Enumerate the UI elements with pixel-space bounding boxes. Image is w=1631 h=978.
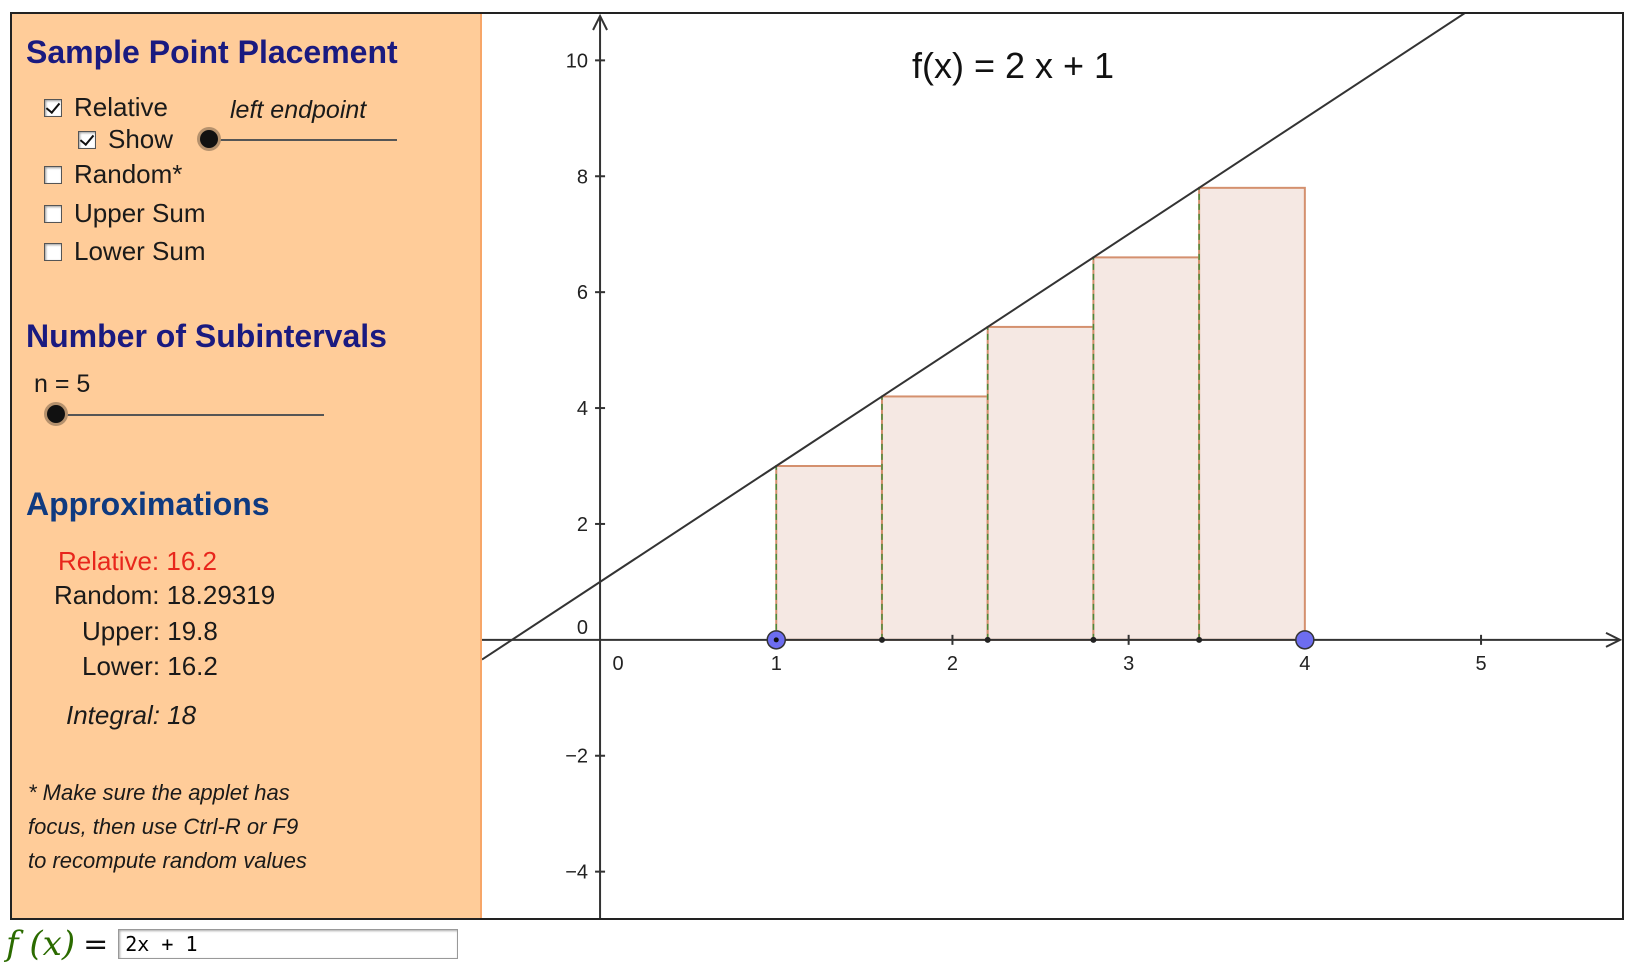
- partition-point: [1090, 636, 1097, 643]
- y-tick-label: 0: [577, 617, 588, 639]
- y-tick-label: −4: [565, 862, 588, 884]
- function-graph: [482, 14, 1466, 661]
- x-tick-label: 1: [771, 653, 782, 675]
- integral-value: Integral: 18: [66, 700, 197, 730]
- applet[interactable]: Sample Point Placement Relative Show lef…: [10, 12, 1624, 920]
- function-name-label: f (x): [6, 924, 75, 964]
- upper-sum-checkbox[interactable]: [44, 204, 62, 223]
- function-name-f: f: [6, 924, 19, 964]
- y-tick-label: 2: [577, 514, 588, 536]
- show-checkbox[interactable]: [78, 130, 96, 149]
- graphics-view[interactable]: 0 1 2 3 4 5 −4 −2 0 2 4 6 8 10 f(x) = 2 x + 1: [482, 14, 1622, 918]
- show-label: Show: [108, 124, 174, 154]
- random-checkbox-row[interactable]: Random*: [44, 159, 182, 190]
- x-tick-label: 2: [947, 653, 958, 675]
- lower-sum-checkbox[interactable]: [44, 242, 62, 261]
- endpoint-b-handle[interactable]: [1295, 630, 1315, 650]
- subintervals-heading: Number of Subintervals: [26, 318, 387, 354]
- endpoint-a-center: [773, 637, 779, 643]
- partition-point: [878, 636, 885, 643]
- random-approximation: Random: 18.29319: [54, 580, 276, 610]
- note-line-2: focus, then use Ctrl-R or F9: [28, 814, 299, 839]
- lower-approximation: Lower: 16.2: [82, 651, 218, 681]
- position-slider-track[interactable]: [209, 139, 397, 141]
- y-tick-label: 10: [566, 50, 588, 72]
- position-slider-label: left endpoint: [230, 96, 367, 124]
- function-input[interactable]: [118, 929, 459, 959]
- equals-sign: =: [83, 926, 109, 962]
- riemann-rectangle: [880, 395, 989, 641]
- random-label: Random*: [74, 159, 183, 189]
- n-slider-knob[interactable]: [47, 405, 65, 423]
- y-tick-label: 4: [577, 398, 588, 420]
- relative-checkbox[interactable]: [44, 98, 62, 117]
- input-bar: f (x) =: [6, 924, 459, 964]
- n-slider-label: n = 5: [34, 370, 91, 398]
- function-name-x: (x): [29, 924, 76, 964]
- position-slider-knob[interactable]: [200, 130, 218, 148]
- relative-approximation: Relative: 16.2: [58, 546, 217, 576]
- note-line-3: to recompute random values: [28, 848, 307, 873]
- approximations-heading: Approximations: [26, 486, 270, 522]
- y-axis-arrow: [592, 14, 608, 31]
- partition-point: [984, 636, 991, 643]
- y-tick-label: −2: [565, 746, 588, 768]
- upper-sum-label: Upper Sum: [74, 198, 206, 228]
- n-slider-track[interactable]: [56, 414, 324, 416]
- x-tick-label: 0: [612, 653, 623, 675]
- lower-sum-label: Lower Sum: [74, 236, 206, 266]
- note-line-1: * Make sure the applet has: [28, 780, 290, 805]
- sample-point-heading: Sample Point Placement: [26, 34, 398, 70]
- riemann-rectangle: [1092, 256, 1201, 641]
- y-tick-label: 8: [577, 166, 588, 188]
- riemann-rectangle: [1198, 186, 1306, 641]
- x-tick-label: 5: [1475, 653, 1486, 675]
- x-tick-label: 4: [1299, 653, 1310, 675]
- function-label: f(x) = 2 x + 1: [912, 45, 1114, 86]
- random-checkbox[interactable]: [44, 165, 62, 184]
- y-tick-label: 6: [577, 282, 588, 304]
- x-axis-arrow: [1605, 631, 1622, 648]
- relative-label: Relative: [74, 92, 168, 122]
- relative-checkbox-row[interactable]: Relative: [44, 92, 168, 123]
- partition-point: [1196, 636, 1203, 643]
- upper-approximation: Upper: 19.8: [82, 616, 218, 646]
- show-checkbox-row[interactable]: Show: [78, 124, 173, 155]
- control-panel: Sample Point Placement Relative Show lef…: [12, 14, 482, 918]
- lower-sum-checkbox-row[interactable]: Lower Sum: [44, 236, 206, 267]
- riemann-rectangle: [986, 325, 1095, 641]
- x-tick-label: 3: [1123, 653, 1134, 675]
- upper-sum-checkbox-row[interactable]: Upper Sum: [44, 198, 206, 229]
- riemann-rectangle: [775, 465, 883, 641]
